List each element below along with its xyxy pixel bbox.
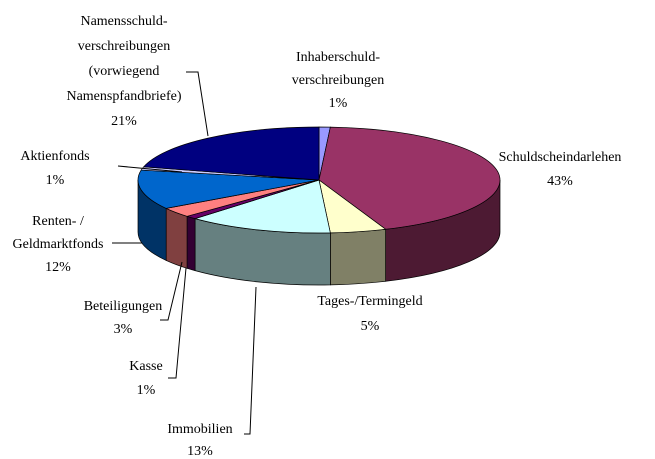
value-label: 3% <box>114 322 133 337</box>
category-label: Tages-/Termingeld <box>317 294 422 309</box>
leader-lines <box>112 71 257 435</box>
leader-line <box>117 165 183 173</box>
value-label: 1% <box>46 173 65 188</box>
category-label: (vorwiegend <box>89 64 160 79</box>
value-label: 12% <box>45 260 71 275</box>
category-label: Aktienfonds <box>20 149 89 164</box>
value-label: 21% <box>111 114 137 129</box>
pie-walls <box>137 179 501 286</box>
value-label: 13% <box>187 444 213 459</box>
pie-slice <box>193 179 331 234</box>
value-label: 1% <box>137 383 156 398</box>
category-label: verschreibungen <box>78 39 171 54</box>
leader-line <box>168 267 187 379</box>
pie-slice <box>318 126 501 230</box>
category-label: Renten- / <box>32 214 84 229</box>
leader-line <box>244 286 257 435</box>
category-label: Beteiligungen <box>84 299 163 314</box>
category-label: Namensschuld- <box>80 14 167 29</box>
value-label: 43% <box>547 174 573 189</box>
pie-slice <box>142 126 320 181</box>
pie-tops <box>137 126 501 234</box>
pie-wall <box>165 207 188 269</box>
category-label: Geldmarktfonds <box>13 237 104 252</box>
pie-wall <box>330 228 386 286</box>
leader-line <box>160 261 183 321</box>
leader-line <box>186 71 209 137</box>
category-label: Kasse <box>129 359 162 374</box>
value-label: 1% <box>329 96 348 111</box>
category-label: Schuldscheindarlehen <box>499 150 622 165</box>
category-label: verschreibungen <box>292 73 385 88</box>
value-label: 5% <box>361 319 380 334</box>
category-label: Immobilien <box>167 422 232 437</box>
labels: Inhaberschuld-verschreibungen 1% Schuldsch… <box>13 14 622 459</box>
pie-wall <box>186 215 196 272</box>
pie-slice <box>137 169 320 209</box>
category-label: Namenspfandbriefe) <box>66 89 181 104</box>
category-label: Inhaberschuld- <box>296 50 380 65</box>
